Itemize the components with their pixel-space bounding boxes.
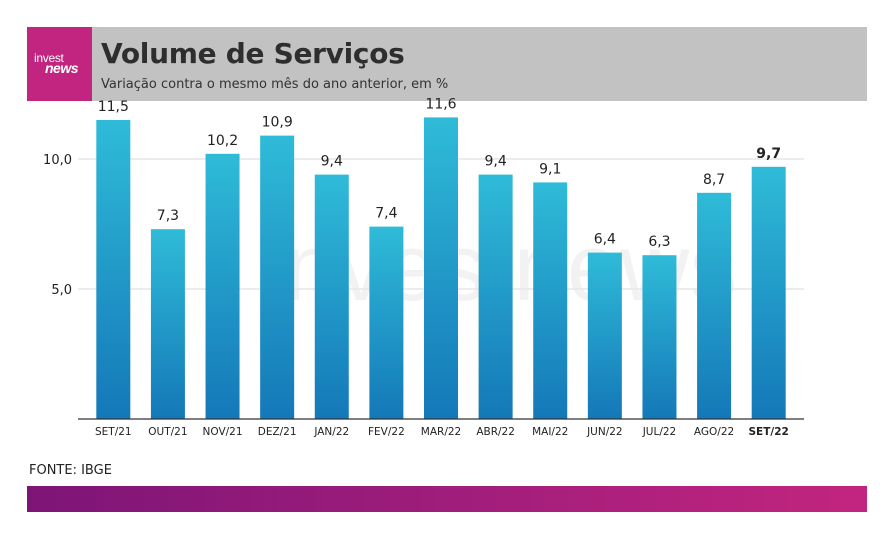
x-tick-label: OUT/21 [148,426,187,438]
data-label: 6,3 [648,234,670,250]
data-label: 7,4 [375,206,397,222]
x-tick-label: JUL/22 [642,426,677,438]
footer-gradient-bar [27,486,867,512]
source-note: FONTE: IBGE [29,463,112,478]
logo-text-bottom: news [45,60,79,76]
y-tick-label: 10,0 [43,153,72,168]
bar-jan-22 [314,174,349,419]
bar-nov-21 [205,153,240,420]
bar-jul-22 [642,255,677,419]
chart-header: invest news Volume de Serviços Variação … [27,27,867,101]
chart-subtitle: Variação contra o mesmo mês do ano anter… [101,77,449,92]
x-tick-label: DEZ/21 [258,426,297,438]
x-tick-label: SET/21 [95,426,132,438]
bar-mar-22 [424,117,458,420]
bar-abr-22 [478,174,513,419]
x-tick-label: MAI/22 [532,426,568,438]
data-label: 11,5 [98,99,129,115]
x-tick-label: AGO/22 [694,426,734,438]
bar-set-22 [751,166,786,419]
x-tick-label: MAR/22 [421,426,461,438]
bar-ago-22 [697,192,732,419]
investnews-logo: invest news [27,27,92,101]
data-label: 7,3 [157,208,179,224]
bar-set-21 [96,120,131,419]
x-tick-label: NOV/21 [203,426,243,438]
data-label: 6,4 [594,232,616,248]
bar-fev-22 [369,226,404,419]
data-label: 9,7 [756,146,781,162]
data-label: 10,2 [207,133,238,149]
data-label: 11,6 [425,96,456,112]
bar-jun-22 [587,252,622,419]
x-tick-label: FEV/22 [368,426,405,438]
x-tick-label: SET/22 [749,426,789,438]
bar-out-21 [150,229,185,419]
data-label: 9,4 [484,154,506,170]
x-tick-label: JUN/22 [586,426,623,438]
logo-text-top: invest [34,51,64,65]
data-label: 9,4 [321,154,343,170]
x-tick-label: JAN/22 [313,426,349,438]
bar-dez-21 [260,135,295,419]
chart-title: Volume de Serviços [101,37,405,70]
data-label: 9,1 [539,161,561,177]
data-label: 8,7 [703,172,725,188]
data-label: 10,9 [262,115,293,131]
bar-mai-22 [533,182,568,419]
x-tick-label: ABR/22 [476,426,515,438]
y-tick-label: 5,0 [51,283,72,298]
